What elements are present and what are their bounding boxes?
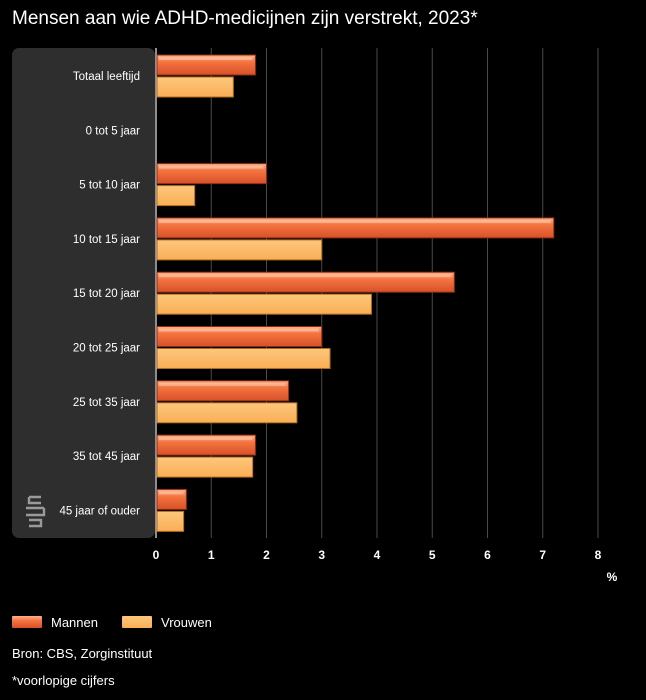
legend-item-mannen: Mannen bbox=[12, 614, 98, 630]
x-axis-label: % bbox=[607, 570, 618, 584]
category-panel bbox=[12, 48, 155, 538]
legend-swatch-vrouwen bbox=[122, 616, 152, 628]
x-tick-label: 3 bbox=[318, 548, 325, 562]
chart-title: Mensen aan wie ADHD-medicijnen zijn vers… bbox=[12, 8, 478, 29]
legend-item-vrouwen: Vrouwen bbox=[122, 614, 212, 630]
x-tick-label: 7 bbox=[539, 548, 546, 562]
bar-highlight bbox=[159, 165, 264, 169]
bar-vrouwen bbox=[156, 239, 323, 261]
legend-swatch-mannen bbox=[12, 616, 42, 628]
bar-highlight bbox=[159, 57, 253, 60]
bar-highlight bbox=[159, 219, 551, 223]
bar-highlight bbox=[159, 274, 452, 278]
bar-vrouwen bbox=[156, 456, 254, 478]
bar-highlight bbox=[159, 382, 286, 386]
footnote: *voorlopige cijfers bbox=[12, 673, 115, 688]
x-tick-label: 1 bbox=[208, 548, 215, 562]
category-label: 10 tot 15 jaar bbox=[73, 234, 140, 246]
bar-highlight bbox=[159, 328, 319, 332]
x-tick-label: 0 bbox=[153, 548, 160, 562]
bar-vrouwen bbox=[156, 402, 298, 424]
cbs-logo bbox=[26, 495, 46, 528]
x-tick-label: 6 bbox=[484, 548, 491, 562]
bar-vrouwen bbox=[156, 293, 372, 315]
category-label: 45 jaar of ouder bbox=[59, 505, 140, 517]
category-label: 15 tot 20 jaar bbox=[73, 288, 140, 300]
category-label: 25 tot 35 jaar bbox=[73, 397, 140, 409]
category-label: 35 tot 45 jaar bbox=[73, 451, 140, 463]
x-tick-label: 2 bbox=[263, 548, 270, 562]
source-note: Bron: CBS, Zorginstituut bbox=[12, 646, 153, 661]
category-label: 5 tot 10 jaar bbox=[79, 180, 140, 192]
bar-highlight bbox=[159, 491, 184, 495]
bar-vrouwen bbox=[156, 510, 185, 532]
legend-label-vrouwen: Vrouwen bbox=[161, 614, 212, 630]
x-tick-label: 5 bbox=[429, 548, 436, 562]
bar-highlight bbox=[159, 437, 253, 441]
bar-vrouwen bbox=[156, 185, 196, 207]
bar-vrouwen bbox=[156, 348, 331, 369]
bar-chart: Totaal leeftijd 0 tot 5 jaar 5 tot 10 jaar… bbox=[12, 48, 618, 584]
bar-vrouwen bbox=[156, 76, 234, 98]
category-label: 0 tot 5 jaar bbox=[86, 125, 141, 137]
category-label: 20 tot 25 jaar bbox=[73, 343, 140, 355]
category-label: Totaal leeftijd bbox=[73, 71, 140, 83]
x-tick-label: 4 bbox=[374, 548, 381, 562]
legend-label-mannen: Mannen bbox=[51, 614, 98, 630]
x-tick-label: 8 bbox=[595, 548, 602, 562]
